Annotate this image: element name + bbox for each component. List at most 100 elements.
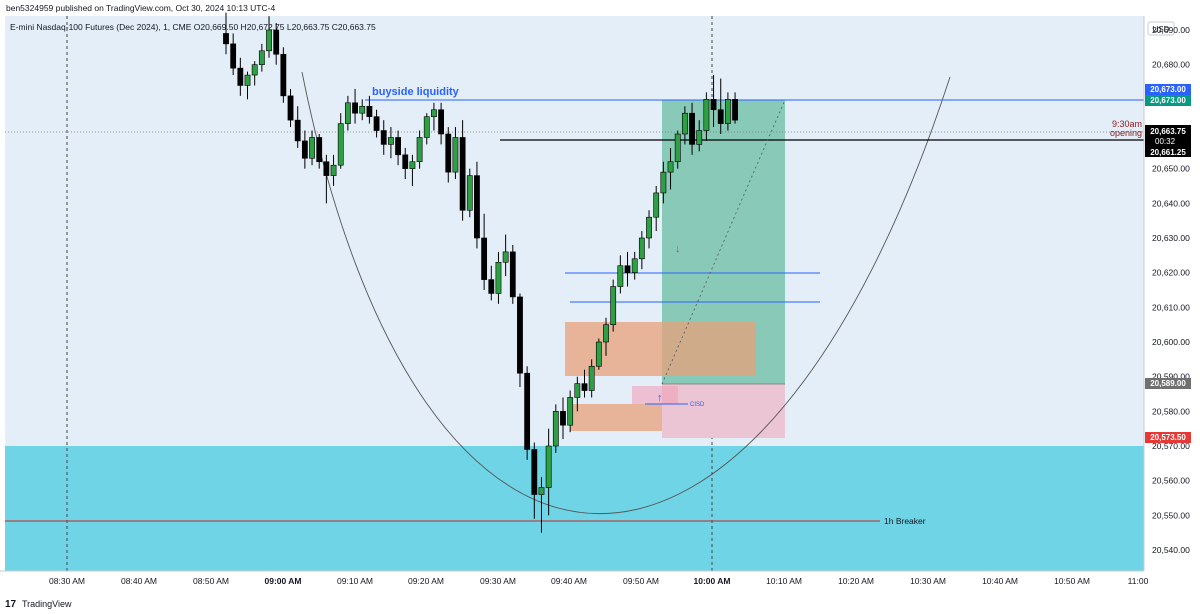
- candle-up: [359, 105, 366, 114]
- last-price: 20,663.75: [1150, 127, 1186, 136]
- published-by: ben5324959 published on TradingView.com,…: [6, 3, 275, 13]
- x-tick-label: 09:20 AM: [408, 576, 444, 586]
- candle-up: [603, 324, 609, 343]
- currency-label: USD: [1153, 25, 1170, 34]
- target2-tag: [1145, 95, 1191, 106]
- candle-down: [402, 154, 409, 169]
- x-tick-label: 10:00 AM: [693, 576, 730, 586]
- candle-up: [337, 123, 344, 166]
- candle-up: [724, 99, 731, 124]
- breaker-label: 1h Breaker: [884, 516, 926, 526]
- target1-price: 20,673.00: [1150, 85, 1186, 94]
- candle-up: [595, 341, 602, 367]
- x-tick-label: 09:50 AM: [623, 576, 659, 586]
- candle-up: [495, 261, 502, 294]
- candle-down: [395, 137, 401, 156]
- candle-down: [237, 67, 244, 86]
- candle-up: [423, 116, 430, 138]
- candle-down: [438, 109, 444, 135]
- time-axis[interactable]: [0, 571, 1144, 591]
- countdown: 00:32: [1155, 137, 1176, 146]
- cisd-label: CISD: [690, 402, 705, 408]
- y-tick-label: 20,620.00: [1152, 268, 1190, 278]
- candle-down: [380, 130, 387, 145]
- candle-down: [560, 411, 566, 426]
- candle-up: [244, 74, 251, 86]
- candle-down: [732, 99, 738, 121]
- candle-down: [488, 279, 495, 294]
- candle-up: [466, 175, 473, 211]
- x-tick-label: 10:30 AM: [910, 576, 946, 586]
- y-tick-label: 20,550.00: [1152, 510, 1190, 520]
- candle-up: [416, 137, 423, 163]
- up-arrow-icon: ↑: [657, 392, 663, 404]
- target1-tag: [1145, 84, 1191, 95]
- candle-down: [230, 43, 237, 69]
- x-tick-label: 09:30 AM: [480, 576, 516, 586]
- candle-up: [258, 50, 265, 65]
- candle-down: [517, 296, 523, 374]
- candle-down: [581, 383, 588, 391]
- candle-down: [459, 137, 466, 211]
- candle-up: [588, 365, 595, 391]
- down-arrow-icon: ↓: [675, 243, 681, 255]
- candle-up: [266, 29, 272, 52]
- y-tick-label: 20,560.00: [1152, 476, 1190, 486]
- footer-brand: TradingView: [22, 599, 72, 609]
- candle-down: [531, 449, 538, 495]
- y-tick-label: 20,540.00: [1152, 545, 1190, 555]
- y-tick-label: 20,630.00: [1152, 233, 1190, 243]
- price-axis[interactable]: [1144, 16, 1200, 571]
- candle-down: [481, 237, 488, 280]
- candle-up: [653, 192, 660, 218]
- y-tick-label: 20,590.00: [1152, 372, 1190, 382]
- y-tick-label: 20,610.00: [1152, 302, 1190, 312]
- candle-up: [703, 99, 710, 131]
- candle-down: [273, 29, 280, 55]
- x-tick-label: 10:10 AM: [766, 576, 802, 586]
- entry-tag: [1145, 378, 1191, 389]
- candle-down: [352, 102, 358, 114]
- buyside-liquidity-label: buyside liquidity: [372, 86, 460, 98]
- candle-down: [294, 119, 301, 142]
- x-tick-label: 08:50 AM: [193, 576, 229, 586]
- candle-up: [309, 137, 315, 159]
- y-tick-label: 20,570.00: [1152, 441, 1190, 451]
- y-tick-label: 20,580.00: [1152, 406, 1190, 416]
- candle-up: [617, 265, 624, 287]
- x-ticks: 08:30 AM 08:40 AM 08:50 AM 09:00 AM 09:10 AM…: [49, 576, 1149, 586]
- candle-up: [667, 161, 674, 173]
- candle-down: [624, 265, 631, 273]
- candle-up: [681, 112, 688, 135]
- candle-up: [409, 161, 416, 169]
- cisd-box: [632, 386, 678, 404]
- candle-up: [502, 251, 509, 263]
- candle-down: [710, 99, 717, 111]
- cup-curve: [301, 71, 951, 515]
- y-tick-label: 20,650.00: [1152, 164, 1190, 174]
- x-tick-label: 08:40 AM: [121, 576, 157, 586]
- y-tick-label: 20,600.00: [1152, 337, 1190, 347]
- opening-word-label: opening: [1110, 128, 1142, 138]
- y-tick-label: 20,680.00: [1152, 60, 1190, 70]
- candle-up: [696, 130, 703, 145]
- candles: [223, 12, 738, 533]
- symbol-line: E-mini Nasdaq-100 Futures (Dec 2024), 1,…: [10, 22, 376, 32]
- candle-up: [638, 237, 645, 260]
- x-tick-label: 09:10 AM: [337, 576, 373, 586]
- currency-button[interactable]: [1147, 21, 1175, 36]
- lower-zone: [5, 446, 1144, 571]
- entry-price: 20,589.00: [1150, 379, 1186, 388]
- y-tick-label: 20,690.00: [1152, 25, 1190, 35]
- candle-down: [287, 95, 294, 121]
- target2-price: 20,673.00: [1150, 96, 1186, 105]
- candle-down: [223, 33, 229, 45]
- stop-price: 20,573.50: [1150, 433, 1186, 442]
- candle-down: [509, 251, 516, 298]
- x-tick-label: 09:00 AM: [264, 576, 301, 586]
- x-tick-label: 08:30 AM: [49, 576, 85, 586]
- candle-up: [646, 216, 652, 239]
- candle-down: [373, 116, 380, 131]
- candle-up: [344, 102, 351, 124]
- y-tick-label: 20,640.00: [1152, 198, 1190, 208]
